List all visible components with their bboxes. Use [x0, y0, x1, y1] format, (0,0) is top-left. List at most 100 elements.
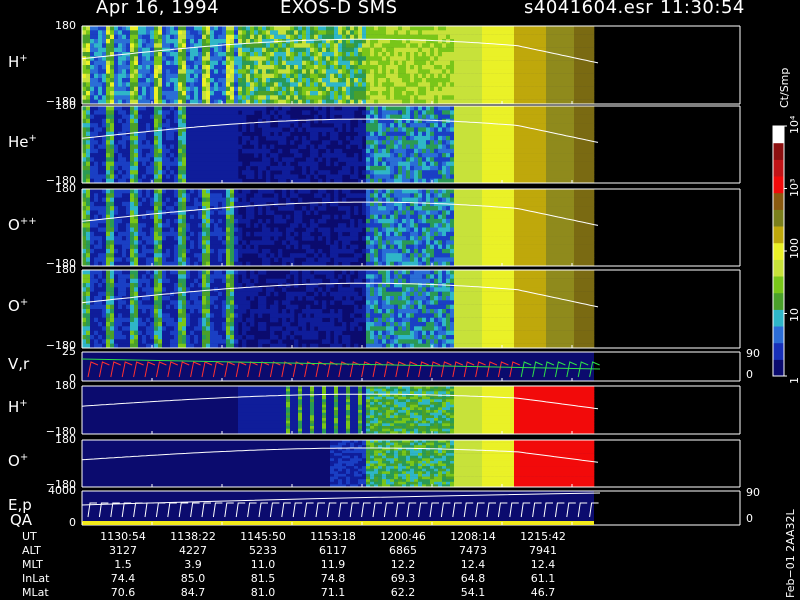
spectrogram-cell: [450, 56, 455, 61]
spectrogram-cell: [378, 30, 383, 35]
spectrogram-cell: [238, 78, 243, 83]
spectrogram-cell: [582, 114, 587, 120]
spectrogram-cell: [258, 39, 263, 44]
spectrogram-cell: [498, 174, 503, 179]
spectrogram-cell: [238, 39, 243, 44]
spectrogram-cell: [574, 47, 579, 53]
spectrogram-cell: [350, 140, 355, 145]
spectrogram-cell: [218, 39, 223, 44]
spectrogram-cell: [178, 135, 183, 141]
spectrogram-cell: [518, 144, 523, 150]
spectrogram-cell: [190, 197, 195, 203]
spectrogram-cell: [346, 65, 351, 70]
spectrogram-cell: [258, 73, 263, 79]
spectrogram-cell: [102, 43, 107, 48]
spectrogram-cell: [258, 69, 263, 74]
spectrogram-cell: [354, 86, 359, 92]
spectrogram-cell: [578, 174, 583, 179]
spectrogram-cell: [254, 106, 259, 111]
spectrogram-cell: [414, 140, 419, 145]
spectrogram-cell: [262, 144, 267, 150]
spectrogram-cell: [138, 193, 143, 198]
spectrogram-cell: [514, 114, 519, 120]
spectrogram-cell: [122, 240, 127, 245]
spectrogram-cell: [406, 144, 411, 150]
spectrogram-cell: [466, 39, 471, 44]
spectrogram-cell: [174, 30, 179, 35]
spectrogram-cell: [510, 174, 515, 179]
spectrogram-cell: [146, 197, 151, 203]
spectrogram-cell: [174, 127, 179, 132]
spectrogram-cell: [190, 52, 195, 57]
spectrogram-cell: [526, 131, 531, 137]
spectrogram-cell: [506, 91, 511, 96]
spectrogram-cell: [198, 99, 203, 105]
spectrogram-cell: [162, 52, 167, 57]
spectrogram-cell: [438, 43, 443, 48]
spectrogram-cell: [490, 60, 495, 66]
spectrogram-cell: [98, 26, 103, 31]
spectrogram-cell: [102, 236, 107, 241]
spectrogram-cell: [130, 30, 135, 35]
spectrogram-cell: [130, 127, 135, 132]
spectrogram-cell: [462, 165, 467, 171]
spectrogram-cell: [110, 91, 115, 96]
spectrogram-cell: [158, 165, 163, 171]
spectrogram-cell: [170, 174, 175, 179]
spectrogram-cell: [162, 43, 167, 48]
spectrogram-cell: [354, 106, 359, 111]
spectrogram-cell: [114, 248, 119, 254]
spectrogram-cell: [154, 56, 159, 61]
spectrogram-cell: [150, 189, 155, 194]
spectrogram-cell: [162, 69, 167, 74]
spectrogram-cell: [94, 43, 99, 48]
spectrogram-cell: [498, 110, 503, 115]
spectrogram-cell: [382, 140, 387, 145]
spectrogram-cell: [226, 206, 231, 211]
spectrogram-cell: [470, 60, 475, 66]
spectrogram-cell: [434, 174, 439, 179]
spectrogram-cell: [458, 170, 463, 175]
spectrogram-cell: [154, 118, 159, 124]
spectrogram-cell: [298, 65, 303, 70]
spectrogram-cell: [506, 69, 511, 74]
spectrogram-cell: [106, 114, 111, 120]
spectrogram-cell: [470, 148, 475, 154]
spectrogram-cell: [518, 178, 523, 184]
spectrogram-cell: [218, 127, 223, 132]
spectrogram-cell: [154, 157, 159, 162]
spectrogram-cell: [426, 60, 431, 66]
spectrogram-cell: [550, 144, 555, 150]
spectrogram-cell: [142, 39, 147, 44]
spectrogram-cell: [182, 236, 187, 241]
spectrogram-cell: [518, 161, 523, 167]
spectrogram-cell: [190, 223, 195, 228]
spectrogram-cell: [486, 95, 491, 100]
spectrogram-cell: [150, 123, 155, 128]
spectrogram-cell: [358, 69, 363, 74]
spectrogram-cell: [178, 214, 183, 220]
spectrogram-cell: [442, 34, 447, 40]
spectrogram-cell: [450, 161, 455, 167]
spectrogram-cell: [274, 52, 279, 57]
spectrogram-cell: [126, 253, 131, 258]
spectrogram-cell: [482, 144, 487, 150]
spectrogram-cell: [194, 253, 199, 258]
spectrogram-cell: [514, 60, 519, 66]
spectrogram-cell: [234, 39, 239, 44]
spectrogram-cell: [90, 261, 95, 267]
spectrogram-cell: [86, 34, 91, 40]
spectrogram-cell: [410, 110, 415, 115]
spectrogram-cell: [262, 91, 267, 96]
spectrogram-cell: [490, 43, 495, 48]
spectrogram-cell: [590, 39, 595, 44]
spectrogram-cell: [430, 95, 435, 100]
spectrogram-cell: [482, 30, 487, 35]
spectrogram-cell: [222, 189, 227, 194]
spectrogram-cell: [282, 95, 287, 100]
spectrogram-cell: [490, 34, 495, 40]
spectrogram-cell: [378, 144, 383, 150]
spectrogram-cell: [274, 135, 279, 141]
spectrogram-cell: [590, 91, 595, 96]
spectrogram-cell: [502, 114, 507, 120]
